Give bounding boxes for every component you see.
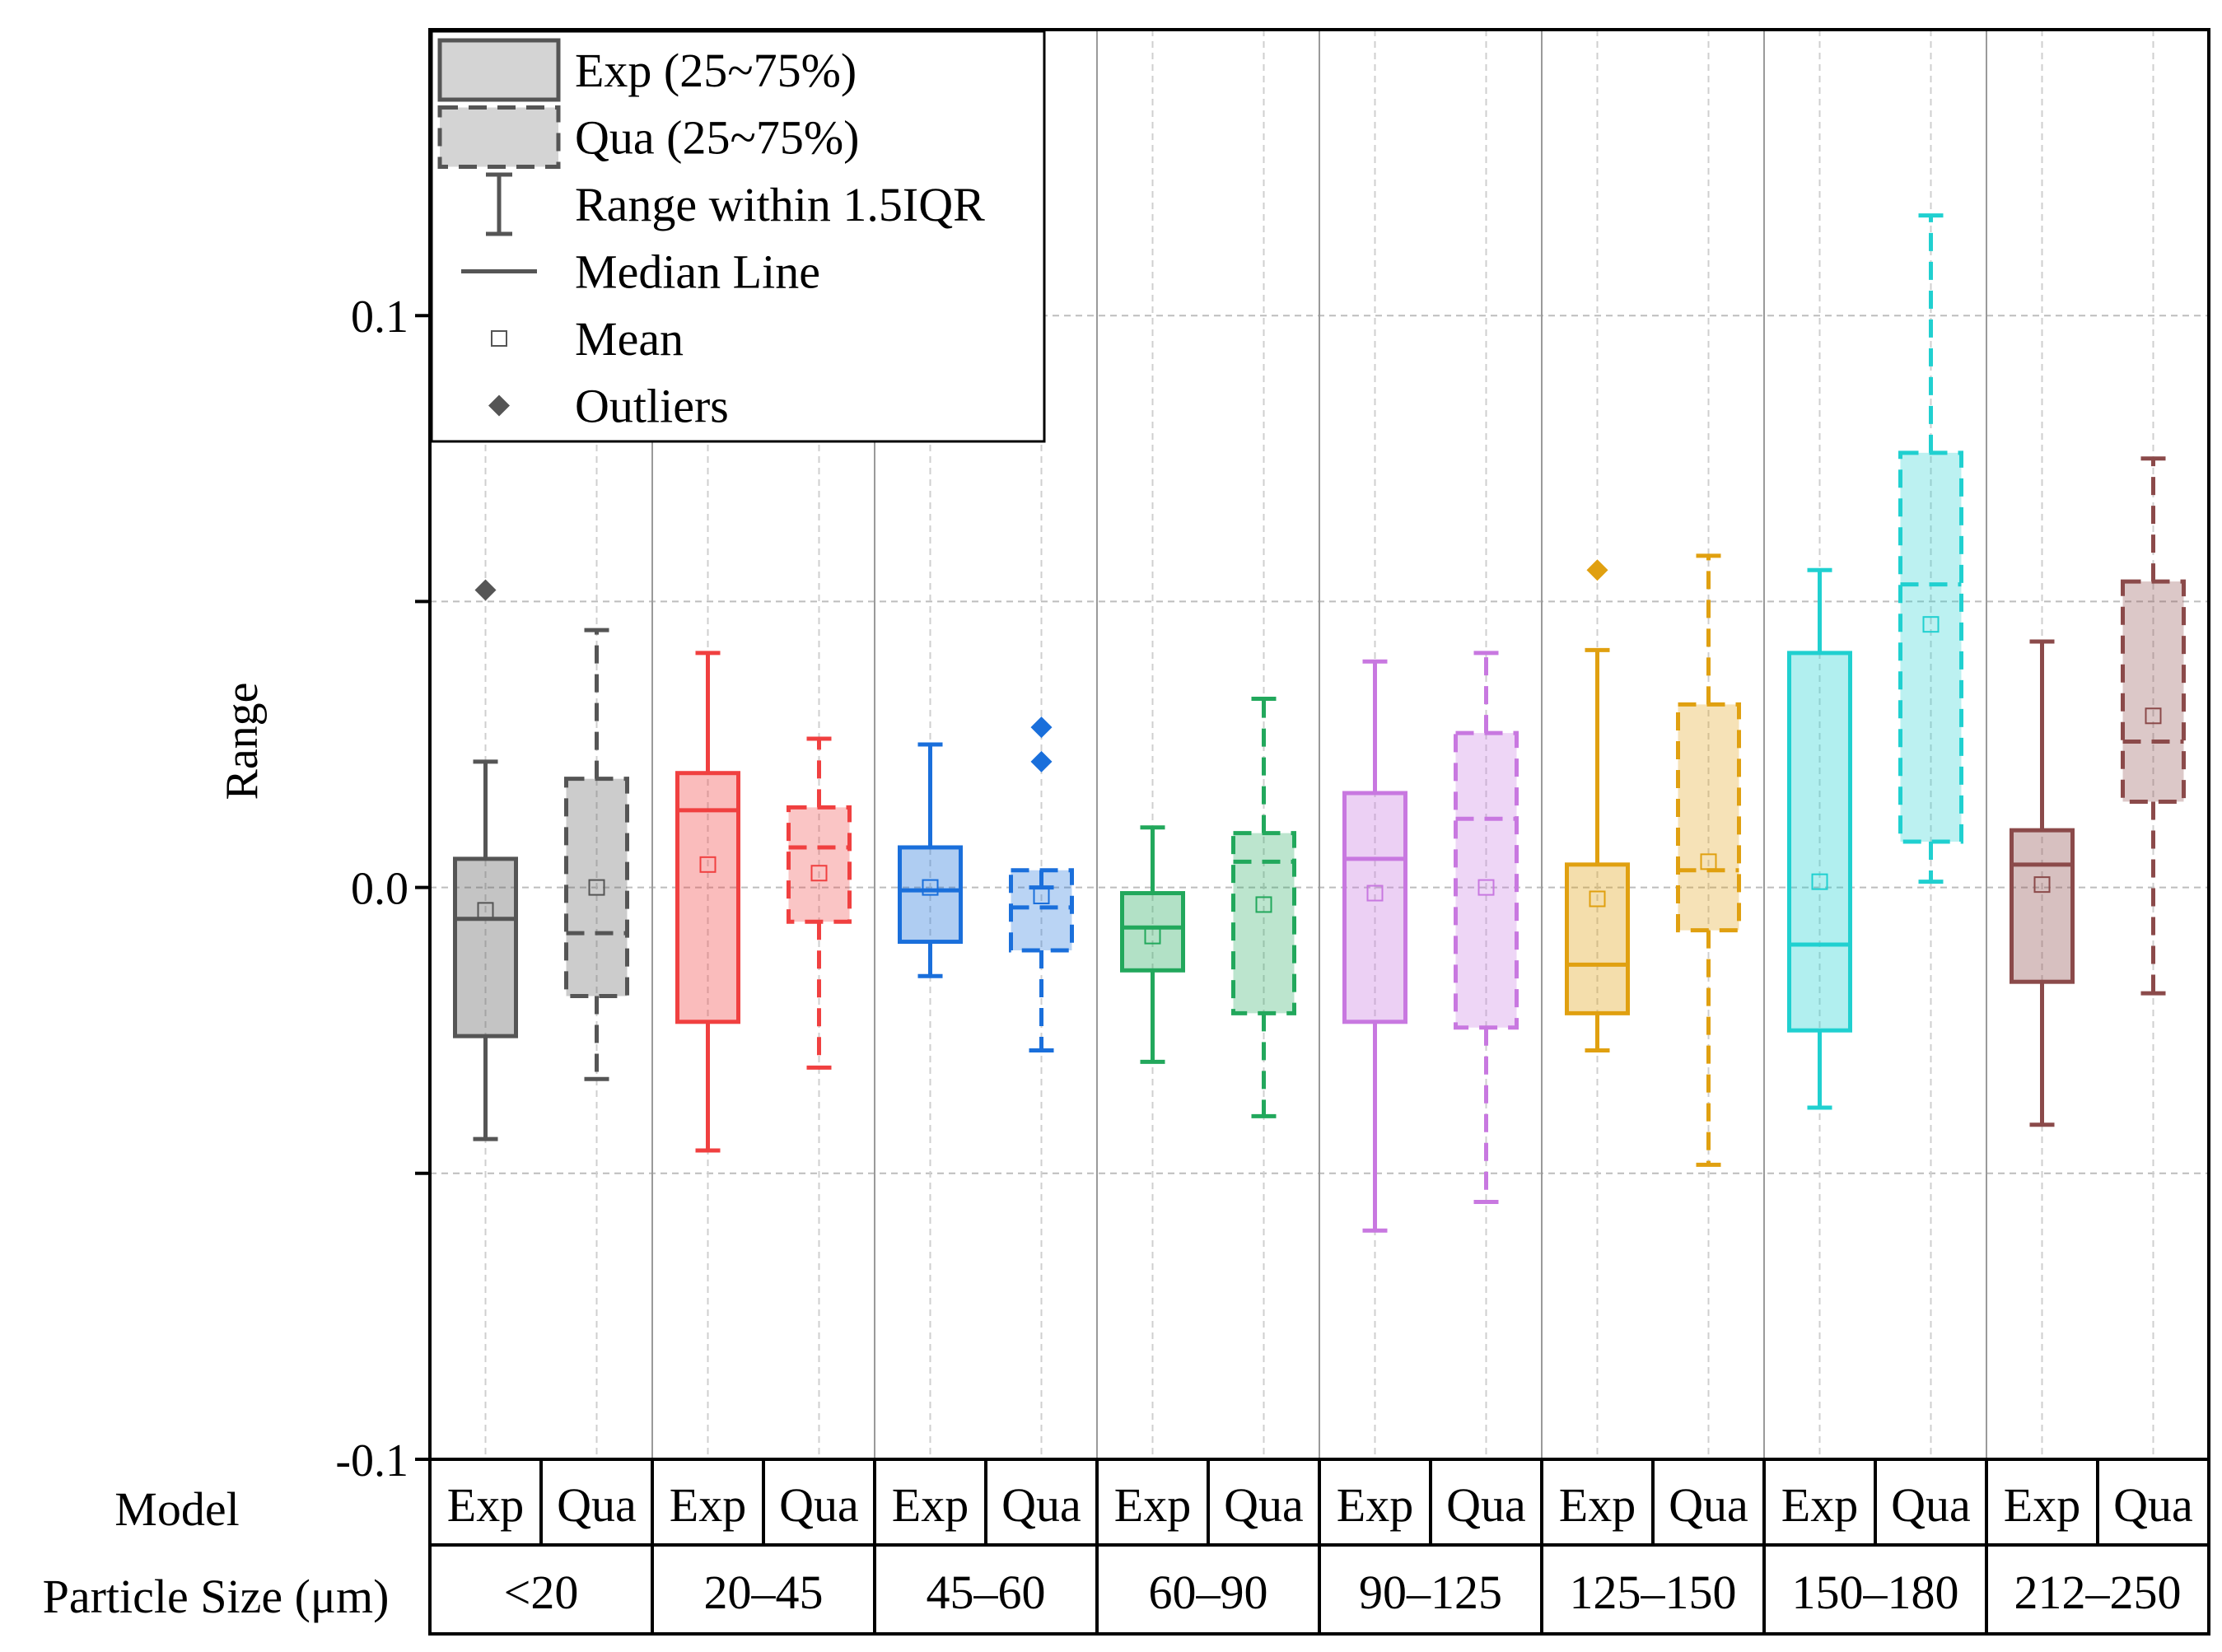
mean-marker [477,902,494,919]
size-label: 150–180 [1792,1566,1959,1619]
legend-item-whisker: Range within 1.5IQR [486,172,985,236]
legend-item-outlier: Outliers [488,380,729,433]
iqr-box [1787,651,1852,1033]
box-exp-1 [675,651,740,1153]
mean-marker [1033,888,1050,905]
model-label-qua: Qua [1891,1478,1971,1532]
mean-marker [2145,707,2162,725]
y-tick-label: -0.1 [335,1435,408,1486]
y-axis-label: Range [217,682,268,800]
model-label-qua: Qua [1446,1478,1526,1532]
legend-item-box-solid: Exp (25~75%) [437,38,857,102]
box-exp-3 [1120,825,1185,1064]
y-tick-label: 0.1 [351,292,408,343]
model-label-exp: Exp [1559,1478,1636,1532]
model-label-exp: Exp [1114,1478,1191,1532]
iqr-box [675,771,740,1024]
box-qua-6 [1898,213,1963,884]
outlier-point [1030,750,1053,772]
box-exp-0 [453,579,518,1141]
iqr-box [1676,702,1741,933]
outlier-point [1030,716,1053,739]
iqr-box [1120,891,1185,973]
mean-marker [2033,876,2051,894]
legend-label: Exp (25~75%) [575,44,857,97]
mean-marker [1255,896,1272,913]
size-label: 90–125 [1359,1566,1502,1619]
mean-marker [1144,927,1161,945]
model-label-qua: Qua [779,1478,859,1532]
mean-marker [1366,884,1384,902]
mean-marker [588,879,605,896]
box-exp-7 [2010,639,2075,1127]
model-label-qua: Qua [1669,1478,1748,1532]
mean-marker [1700,853,1717,870]
model-label-exp: Exp [670,1478,746,1532]
size-row-label: Particle Size (μm) [43,1570,390,1623]
iqr-box [564,777,629,999]
model-label-qua: Qua [2113,1478,2193,1532]
model-label-exp: Exp [447,1478,524,1532]
model-label-qua: Qua [1001,1478,1081,1532]
model-label-exp: Exp [892,1478,969,1532]
legend-box-solid-icon [437,38,561,102]
box-qua-0 [564,628,629,1081]
legend-item-mean: Mean [491,312,684,366]
mean-marker [922,879,939,896]
outlier-point [1586,559,1608,581]
legend-label: Range within 1.5IQR [575,178,985,231]
legend: Exp (25~75%) Qua (25~75%) Range within 1.5… [430,30,1046,443]
box-qua-3 [1231,696,1296,1118]
size-label: 20–45 [704,1566,824,1619]
model-row-label: Model [114,1482,239,1536]
model-label-exp: Exp [1781,1478,1858,1532]
legend-outlier-icon [488,394,510,417]
legend-item-box-dashed: Qua (25~75%) [437,105,859,169]
box-qua-2 [1009,716,1074,1053]
legend-box-dashed-icon [437,105,561,169]
box-qua-7 [2121,456,2186,996]
size-label: <20 [504,1566,579,1619]
model-label-exp: Exp [2004,1478,2080,1532]
iqr-box [453,856,518,1038]
iqr-box [787,805,852,924]
model-label-qua: Qua [1224,1478,1304,1532]
size-label: 125–150 [1570,1566,1737,1619]
iqr-box [1898,450,1963,844]
model-label-exp: Exp [1337,1478,1413,1532]
mean-marker [699,856,717,873]
box-qua-1 [787,736,852,1070]
iqr-box [1565,862,1630,1015]
iqr-box [2121,579,2186,804]
mean-marker [1477,879,1495,896]
legend-label: Median Line [575,245,820,299]
iqr-box [1009,868,1074,953]
outlier-point [474,579,497,601]
size-label: 212–250 [2014,1566,2182,1619]
iqr-box [1342,791,1407,1024]
box-exp-5 [1565,559,1630,1053]
box-exp-2 [898,742,963,978]
mean-marker [1922,616,1940,633]
box-exp-6 [1787,567,1852,1110]
y-tick-label: 0.0 [351,864,408,915]
legend-label: Mean [575,312,684,366]
legend-label: Outliers [575,380,729,433]
mean-marker [1811,873,1828,890]
box-exp-4 [1342,659,1407,1233]
box-qua-5 [1676,553,1741,1167]
box-qua-4 [1454,651,1519,1205]
size-label: 45–60 [927,1566,1046,1619]
iqr-box [2010,828,2075,984]
model-label-qua: Qua [557,1478,637,1532]
legend-mean-icon [491,330,507,347]
size-label: 60–90 [1149,1566,1268,1619]
legend-label: Qua (25~75%) [575,111,859,165]
legend-item-median: Median Line [461,245,820,299]
mean-marker [810,865,828,882]
mean-marker [1589,890,1606,908]
